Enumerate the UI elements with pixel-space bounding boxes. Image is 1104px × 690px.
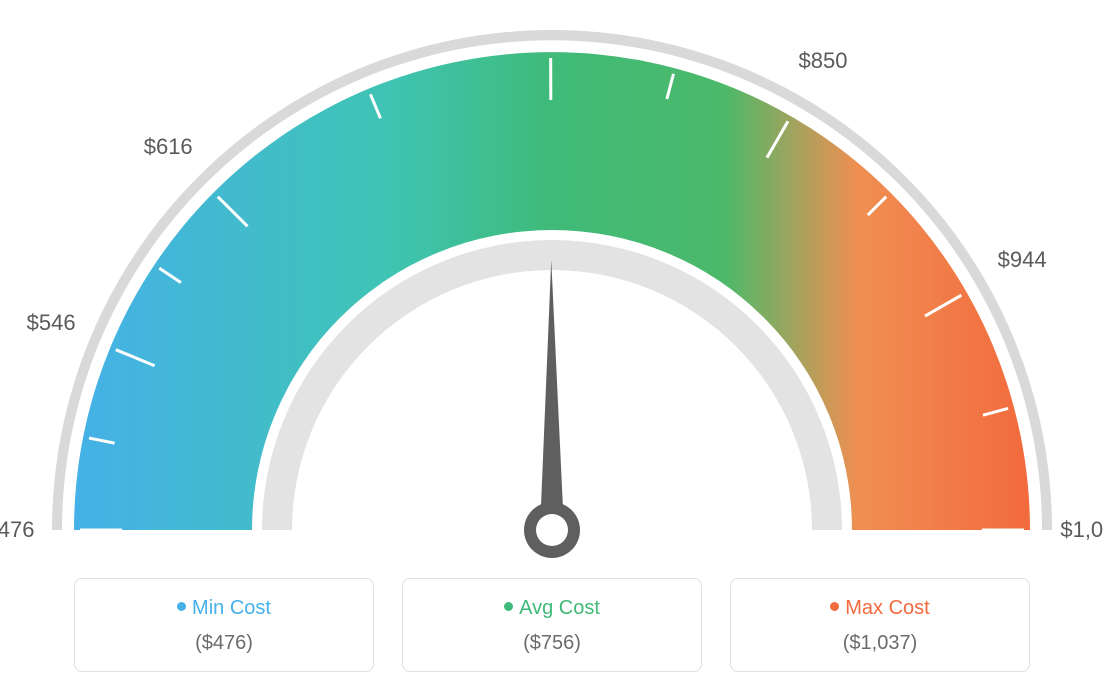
legend-row: Min Cost ($476) Avg Cost ($756) Max Cost… (0, 578, 1104, 672)
legend-title-avg: Avg Cost (413, 597, 691, 620)
legend-card-max: Max Cost ($1,037) (730, 578, 1030, 672)
legend-title-min: Min Cost (85, 597, 363, 620)
legend-card-avg: Avg Cost ($756) (402, 578, 702, 672)
legend-label-avg: Avg Cost (519, 597, 600, 619)
gauge-area: $476 $546 $616 $756 $850 $944 $1,037 (0, 0, 1104, 560)
gauge-tick-label: $850 (799, 48, 848, 74)
legend-dot-avg (504, 602, 513, 611)
cost-gauge-container: $476 $546 $616 $756 $850 $944 $1,037 Min Cost … (0, 0, 1104, 690)
legend-dot-min (177, 602, 186, 611)
legend-dot-max (830, 602, 839, 611)
gauge-tick-label: $546 (27, 310, 76, 336)
legend-label-min: Min Cost (192, 597, 271, 619)
gauge-tick-label: $756 (526, 0, 575, 1)
gauge-tick-label: $476 (0, 517, 34, 543)
gauge-tick-label: $944 (998, 247, 1047, 273)
legend-title-max: Max Cost (741, 597, 1019, 620)
gauge-tick-label: $616 (144, 134, 193, 160)
gauge-tick-label: $1,037 (1060, 517, 1104, 543)
legend-label-max: Max Cost (845, 597, 929, 619)
gauge-svg (0, 0, 1104, 560)
legend-value-max: ($1,037) (741, 632, 1019, 655)
legend-card-min: Min Cost ($476) (74, 578, 374, 672)
legend-value-avg: ($756) (413, 632, 691, 655)
legend-value-min: ($476) (85, 632, 363, 655)
